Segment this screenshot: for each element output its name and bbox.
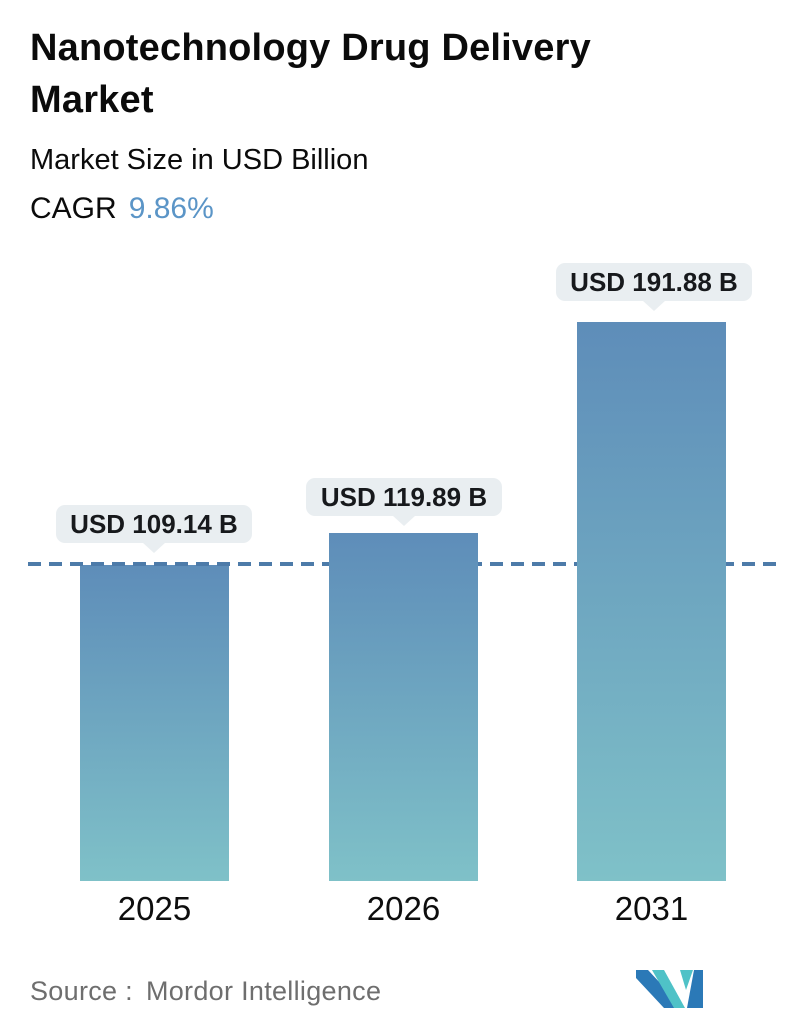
- value-label-2025: USD 109.14 B: [56, 505, 252, 543]
- bar-chart: USD 109.14 B USD 119.89 B USD 191.88 B 2…: [0, 250, 796, 960]
- chart-subtitle: Market Size in USD Billion: [30, 144, 369, 177]
- value-label-2031: USD 191.88 B: [556, 263, 752, 301]
- source-text: Source : Mordor Intelligence: [30, 976, 381, 1007]
- source-label: Source :: [30, 976, 133, 1006]
- x-axis-label-2031: 2031: [614, 890, 689, 927]
- x-axis-label-2025: 2025: [117, 890, 192, 927]
- cagr-row: CAGR 9.86%: [30, 192, 770, 226]
- chart-header: Nanotechnology Drug Delivery Market Mark…: [30, 22, 770, 226]
- mordor-intelligence-logo: [636, 970, 703, 1008]
- bar-2031: [577, 322, 726, 881]
- bar-2025: [80, 565, 229, 881]
- chart-title: Nanotechnology Drug Delivery Market: [30, 27, 591, 122]
- cagr-value: 9.86%: [128, 192, 214, 226]
- cagr-label: CAGR: [30, 192, 117, 226]
- source-name: Mordor Intelligence: [145, 976, 382, 1006]
- x-axis-label-2026: 2026: [366, 890, 441, 927]
- value-label-2026: USD 119.89 B: [306, 478, 502, 516]
- bar-2026: [329, 533, 478, 881]
